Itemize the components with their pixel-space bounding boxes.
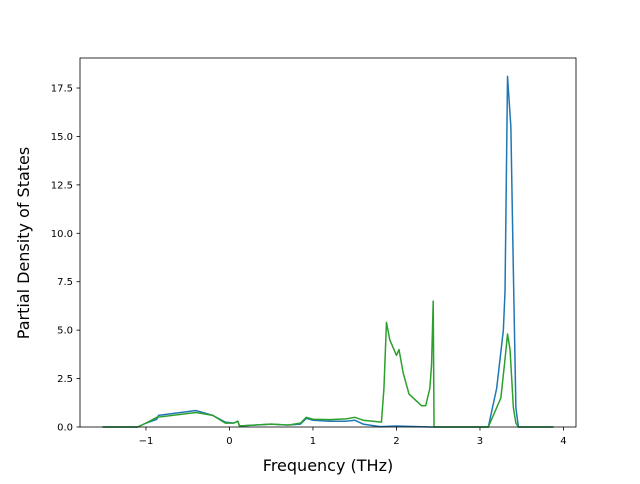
x-tick-label: 1 (310, 436, 316, 447)
y-tick-label: 12.5 (51, 180, 73, 191)
x-axis-label: Frequency (THz) (263, 456, 393, 475)
x-tick-label: 4 (560, 436, 566, 447)
x-tick-label: 2 (393, 436, 399, 447)
x-tick-label: 0 (226, 436, 232, 447)
series-line (102, 300, 554, 428)
y-tick-label: 7.5 (57, 277, 73, 288)
x-tick-label: 3 (477, 436, 483, 447)
y-axis-label: Partial Density of States (14, 147, 33, 339)
y-tick-label: 0.0 (57, 423, 73, 434)
y-tick-label: 17.5 (51, 84, 73, 95)
series-line (102, 75, 554, 428)
y-tick-label: 10.0 (51, 229, 73, 240)
y-tick-label: 15.0 (51, 132, 73, 143)
y-tick-label: 5.0 (57, 326, 73, 337)
plot-frame (79, 57, 577, 428)
x-tick-label: −1 (139, 436, 154, 447)
y-tick-label: 2.5 (57, 374, 73, 385)
